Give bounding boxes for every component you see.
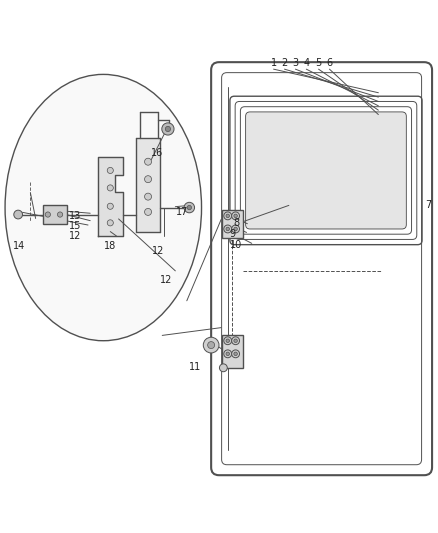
Circle shape — [224, 350, 232, 358]
Ellipse shape — [5, 75, 201, 341]
Circle shape — [145, 193, 152, 200]
Text: 14: 14 — [13, 240, 25, 251]
Text: 6: 6 — [326, 59, 332, 68]
Circle shape — [219, 364, 227, 372]
Circle shape — [234, 352, 237, 356]
Circle shape — [162, 123, 174, 135]
Circle shape — [107, 185, 113, 191]
Circle shape — [145, 176, 152, 183]
Circle shape — [203, 337, 219, 353]
Circle shape — [57, 212, 63, 217]
Text: 18: 18 — [104, 240, 116, 251]
Text: 3: 3 — [292, 59, 298, 68]
Text: 15: 15 — [69, 221, 81, 231]
Circle shape — [234, 214, 237, 217]
Text: 7: 7 — [425, 200, 432, 211]
Circle shape — [187, 205, 191, 210]
Circle shape — [232, 225, 240, 233]
Circle shape — [224, 225, 232, 233]
Text: 16: 16 — [151, 148, 163, 158]
Text: 2: 2 — [281, 59, 288, 68]
Polygon shape — [136, 138, 160, 231]
Text: 17: 17 — [176, 207, 188, 217]
Circle shape — [232, 350, 240, 358]
Text: 10: 10 — [230, 240, 243, 249]
Circle shape — [232, 212, 240, 220]
Text: 12: 12 — [160, 274, 173, 285]
Circle shape — [226, 339, 230, 343]
Text: 5: 5 — [315, 59, 321, 68]
Circle shape — [45, 212, 50, 217]
Text: 11: 11 — [189, 362, 201, 372]
FancyBboxPatch shape — [247, 113, 406, 228]
Text: 12: 12 — [152, 246, 164, 256]
Circle shape — [14, 210, 22, 219]
Circle shape — [224, 212, 232, 220]
Polygon shape — [98, 157, 123, 236]
Circle shape — [208, 342, 215, 349]
Circle shape — [145, 208, 152, 215]
Circle shape — [145, 158, 152, 165]
Text: 8: 8 — [233, 218, 240, 228]
Circle shape — [226, 352, 230, 356]
Text: 13: 13 — [69, 211, 81, 221]
Circle shape — [226, 214, 230, 217]
Circle shape — [107, 203, 113, 209]
Circle shape — [232, 337, 240, 345]
FancyBboxPatch shape — [42, 205, 67, 224]
FancyBboxPatch shape — [223, 209, 244, 238]
Circle shape — [234, 227, 237, 231]
Text: 4: 4 — [303, 59, 309, 68]
Circle shape — [224, 337, 232, 345]
Circle shape — [165, 126, 170, 132]
Circle shape — [234, 339, 237, 343]
Circle shape — [107, 167, 113, 174]
Circle shape — [107, 220, 113, 226]
Circle shape — [184, 203, 194, 213]
Text: 9: 9 — [229, 229, 235, 239]
FancyBboxPatch shape — [223, 335, 244, 368]
Text: 1: 1 — [271, 59, 277, 68]
Text: 12: 12 — [69, 231, 81, 241]
Circle shape — [226, 227, 230, 231]
